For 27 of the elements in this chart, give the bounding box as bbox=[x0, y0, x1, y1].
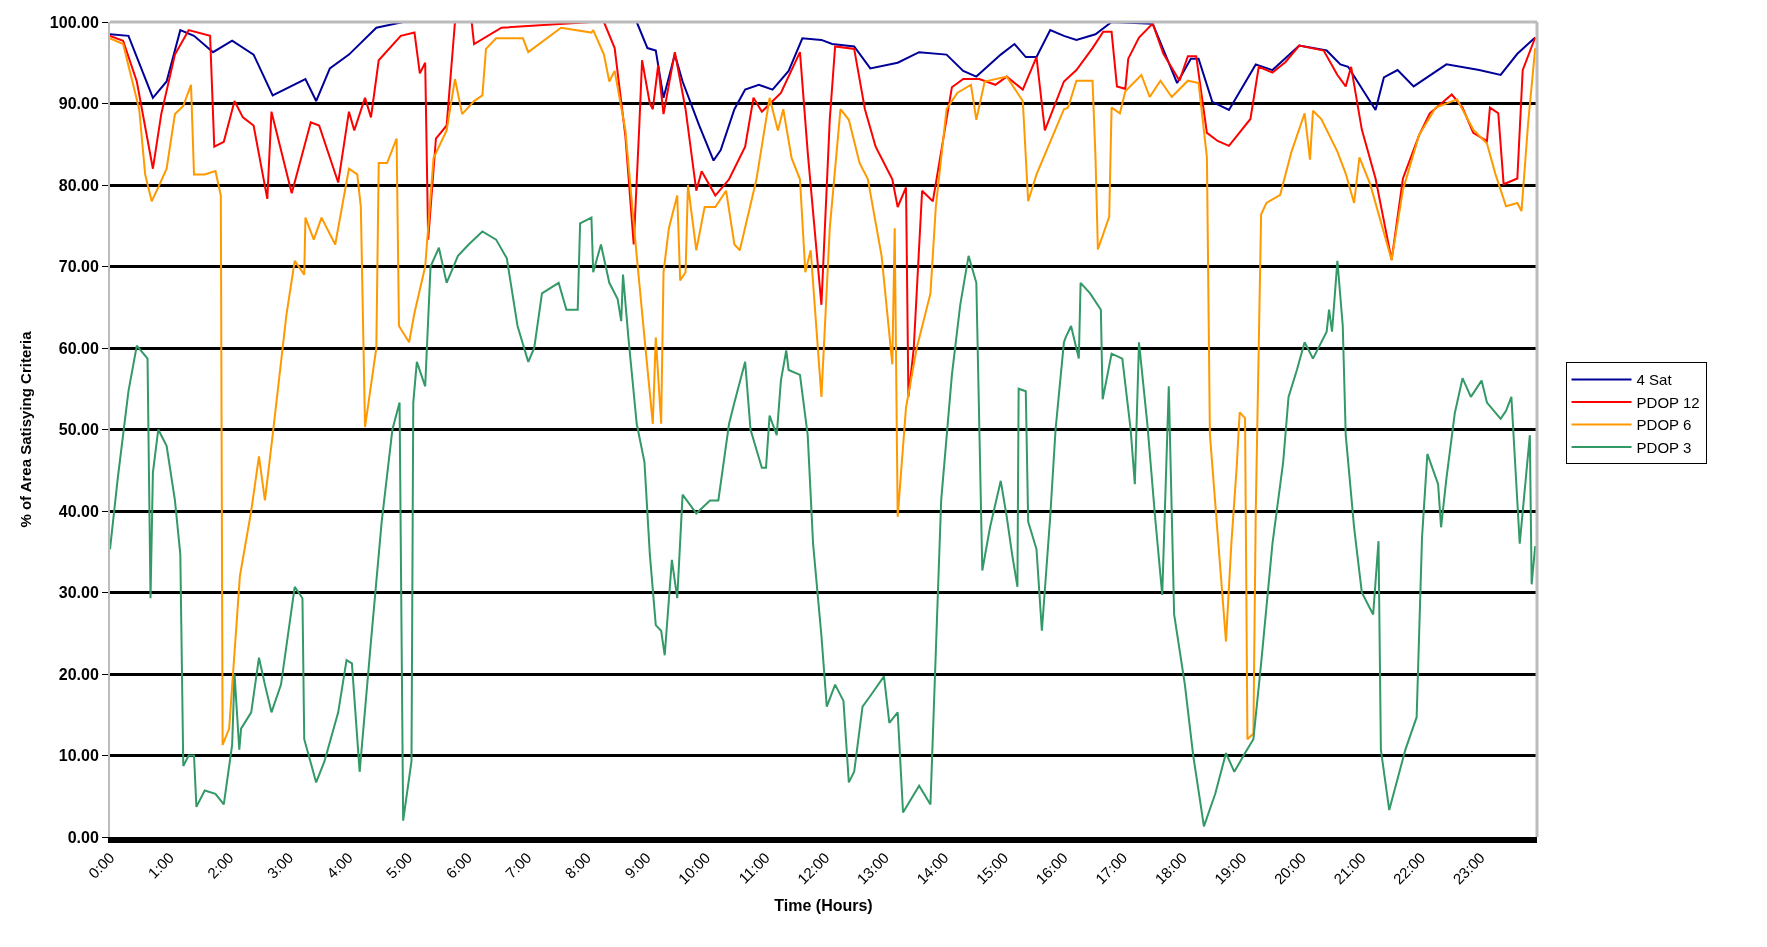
x-tick-label: 3:00 bbox=[263, 848, 297, 882]
y-tick-label: 30.00 bbox=[58, 584, 99, 602]
legend-label: PDOP 6 bbox=[1636, 416, 1692, 434]
legend-label: PDOP 3 bbox=[1636, 438, 1692, 456]
y-tick-label: 70.00 bbox=[58, 258, 99, 276]
y-tick-label: 0.00 bbox=[67, 828, 99, 846]
x-tick-label: 6:00 bbox=[442, 848, 475, 882]
y-tick-label: 20.00 bbox=[58, 665, 99, 683]
y-tick-label: 60.00 bbox=[58, 339, 99, 357]
legend-label: PDOP 12 bbox=[1636, 393, 1700, 411]
y-axis-title: % of Area Satisying Criteria bbox=[16, 330, 34, 528]
y-tick-label: 10.00 bbox=[58, 747, 99, 765]
legend-label: 4 Sat bbox=[1636, 371, 1673, 389]
y-tick-label: 50.00 bbox=[58, 421, 99, 439]
line-series bbox=[110, 216, 1537, 828]
line-series bbox=[110, 26, 1537, 746]
x-tick-label: 7:00 bbox=[501, 848, 535, 882]
y-tick-label: 80.00 bbox=[58, 176, 99, 194]
x-tick-label: 9:00 bbox=[620, 848, 654, 882]
x-tick-label: 4:00 bbox=[323, 848, 356, 882]
x-tick-label: 5:00 bbox=[382, 848, 416, 882]
x-axis-title: Time (Hours) bbox=[774, 896, 873, 914]
y-tick-label: 90.00 bbox=[58, 95, 99, 113]
x-tick-label: 8:00 bbox=[561, 848, 595, 882]
y-tick-label: 40.00 bbox=[58, 502, 99, 520]
y-tick-label: 100.00 bbox=[49, 13, 99, 31]
x-tick-label: 0:00 bbox=[84, 848, 118, 882]
